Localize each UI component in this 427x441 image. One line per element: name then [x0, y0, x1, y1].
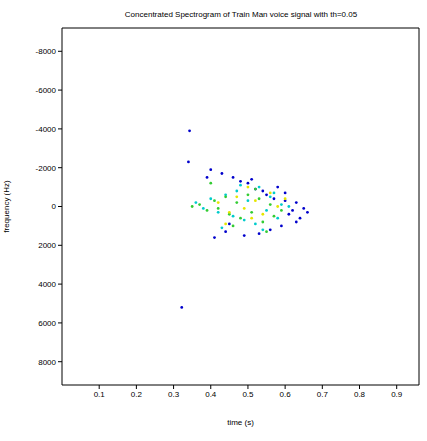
- svg-text:0.7: 0.7: [317, 390, 329, 399]
- svg-text:0.1: 0.1: [94, 390, 106, 399]
- svg-text:0.6: 0.6: [280, 390, 292, 399]
- svg-text:8000: 8000: [38, 358, 56, 367]
- svg-text:0.8: 0.8: [354, 390, 366, 399]
- svg-text:frequency (Hz): frequency (Hz): [2, 180, 11, 233]
- svg-text:0.9: 0.9: [391, 390, 403, 399]
- svg-text:-8000: -8000: [36, 47, 57, 56]
- svg-text:6000: 6000: [38, 319, 56, 328]
- svg-text:time (s): time (s): [227, 418, 254, 427]
- svg-text:0.3: 0.3: [168, 390, 180, 399]
- html-text:Concentrated Spectrogram of Tr: Concentrated Spectrogram of Train Man vo…: [124, 10, 358, 19]
- svg-text:0.2: 0.2: [131, 390, 143, 399]
- svg-text:0.4: 0.4: [205, 390, 217, 399]
- svg-text:4000: 4000: [38, 280, 56, 289]
- svg-text:-4000: -4000: [36, 125, 57, 134]
- svg-text:-2000: -2000: [36, 164, 57, 173]
- svg-text:0.5: 0.5: [242, 390, 254, 399]
- svg-text:0: 0: [52, 202, 57, 211]
- svg-text:-6000: -6000: [36, 86, 57, 95]
- svg-text:2000: 2000: [38, 241, 56, 250]
